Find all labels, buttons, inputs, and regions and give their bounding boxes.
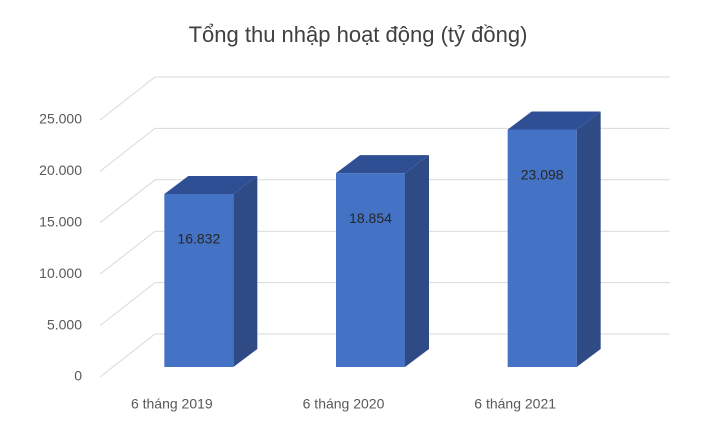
bar [336,155,429,367]
bar-side [405,155,429,367]
chart-title: Tổng thu nhập hoạt động (tỷ đồng) [189,22,528,47]
bar-top [336,155,429,174]
y-tick-label: 5.000 [47,316,82,332]
value-label: 18.854 [349,210,392,226]
bar [164,175,258,367]
value-label: 23.098 [521,166,564,182]
x-tick-label: 6 tháng 2021 [474,396,556,412]
bar-side [576,111,601,368]
bar-front [336,173,405,367]
y-tick-label: 25.000 [39,111,82,127]
bar-top [507,111,601,130]
bar-side [233,175,258,367]
grid-line [99,282,670,326]
bar-front [507,129,577,367]
value-label: 16.832 [177,231,220,247]
grid-line [99,76,670,121]
y-tick-label: 10.000 [39,265,82,281]
grid-line [99,230,670,275]
bar-front [164,193,234,367]
bar [507,111,601,368]
grid-line [99,179,670,224]
y-tick-label: 15.000 [39,214,82,230]
y-tick-label: 20.000 [39,162,82,178]
grid-line [99,127,670,172]
bar-top [164,175,258,194]
y-tick-label: 0 [74,368,82,384]
grid-line [99,333,670,378]
x-tick-label: 6 tháng 2020 [303,396,385,412]
x-tick-label: 6 tháng 2019 [131,396,213,412]
